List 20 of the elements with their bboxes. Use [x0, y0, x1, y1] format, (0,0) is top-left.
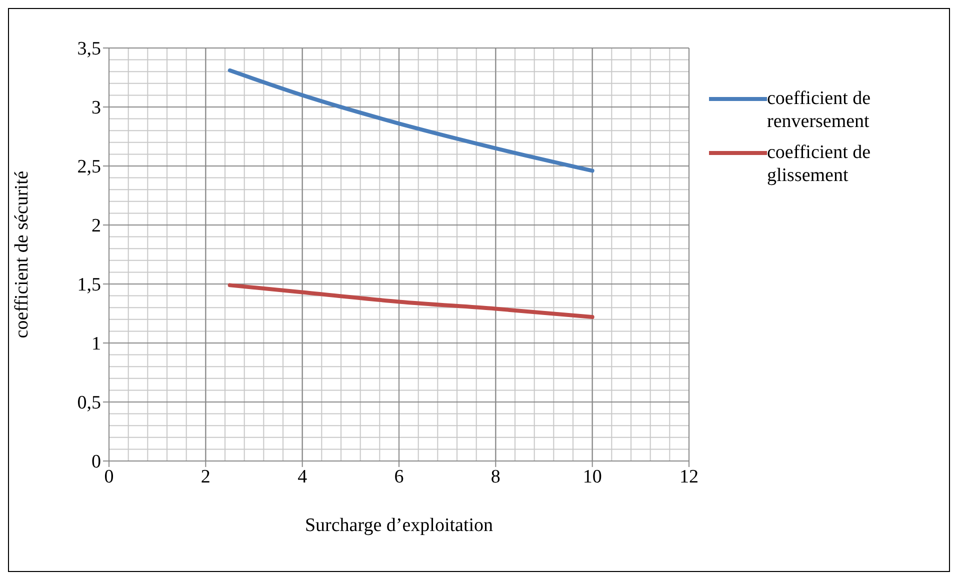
y-tick-label: 0 — [92, 452, 101, 473]
y-tick-label: 3,5 — [77, 38, 101, 60]
y-tick-label: 2 — [92, 216, 101, 237]
legend-label: coefficient de glissement — [767, 141, 872, 187]
y-axis-title: coefficient de sécurité — [12, 170, 33, 338]
line-series — [228, 283, 594, 320]
y-tick-label: 0,5 — [77, 392, 101, 414]
x-tick-label: 8 — [490, 466, 500, 488]
line-series — [228, 68, 594, 173]
x-tick-label: 12 — [680, 466, 698, 488]
y-tick-label: 1 — [92, 334, 101, 355]
legend-label: coefficient de renversement — [767, 87, 872, 133]
y-tick-label: 2,5 — [77, 156, 101, 178]
x-tick-label: 10 — [582, 466, 602, 488]
x-tick-label: 6 — [394, 466, 404, 488]
x-tick-label: 2 — [200, 466, 210, 488]
y-tick-label: 1,5 — [77, 274, 101, 296]
x-tick-label: 4 — [298, 466, 308, 488]
x-axis-title: Surcharge d’exploitation — [304, 515, 494, 536]
y-tick-label: 3 — [92, 98, 101, 119]
